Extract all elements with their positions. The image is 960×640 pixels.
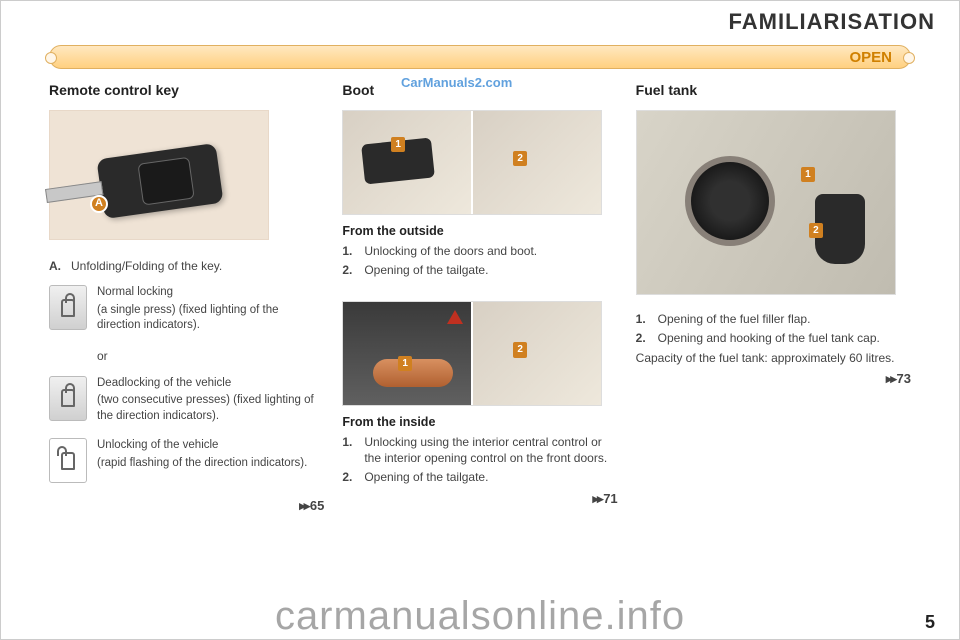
image-remote-key: A: [49, 110, 269, 240]
deadlocking-detail: (two consecutive presses) (fixed lightin…: [97, 394, 314, 422]
col-fuel-tank: Fuel tank 1 2 1. Opening of the fuel fil…: [636, 81, 911, 619]
normal-locking-lead: Normal locking: [97, 285, 324, 301]
row-normal-locking: Normal locking (a single press) (fixed l…: [49, 285, 324, 334]
columns: Remote control key A A. Unfolding/Foldin…: [49, 81, 911, 619]
fuel-1: 1. Opening of the fuel filler flap.: [636, 311, 911, 327]
section-label: OPEN: [849, 49, 892, 66]
key-illustration: [96, 143, 223, 219]
arrow-1b-icon: 1: [398, 356, 412, 372]
col2-title: Boot: [342, 81, 617, 100]
arrow-2b-icon: 2: [513, 342, 527, 358]
item-a-text: Unfolding/Folding of the key.: [71, 258, 222, 274]
item-a-letter: A.: [49, 258, 71, 274]
col1-title: Remote control key: [49, 81, 324, 100]
deadlock-icon: [49, 376, 87, 421]
outside-heading: From the outside: [342, 223, 617, 240]
image-boot-inside: 1 2: [342, 301, 602, 406]
col-boot: Boot 1 2 From the outside 1. Unlocking o…: [342, 81, 617, 619]
unlocking-lead: Unlocking of the vehicle: [97, 438, 324, 454]
page-number: 5: [925, 612, 935, 633]
arrow-2-icon: 2: [513, 151, 527, 167]
row-deadlocking: Deadlocking of the vehicle (two consecut…: [49, 376, 324, 425]
inside-1: 1. Unlocking using the interior central …: [342, 434, 617, 466]
inside-heading: From the inside: [342, 414, 617, 431]
item-a: A. Unfolding/Folding of the key.: [49, 258, 324, 274]
arrow-f1-icon: 1: [801, 167, 815, 183]
image-fuel-tank: 1 2: [636, 110, 896, 295]
col1-page-ref: 65: [49, 497, 324, 515]
capacity-text: Capacity of the fuel tank: approximately…: [636, 350, 911, 366]
unlocking-detail: (rapid flashing of the direction indicat…: [97, 457, 307, 469]
lock-icon: [49, 285, 87, 330]
outside-2: 2. Opening of the tailgate.: [342, 262, 617, 278]
col3-page-ref: 73: [636, 370, 911, 388]
section-bar: OPEN: [49, 45, 911, 69]
col2-page-ref: 71: [342, 490, 617, 508]
unlock-icon: [49, 438, 87, 483]
arrow-f2-icon: 2: [809, 223, 823, 239]
fuel-2: 2. Opening and hooking of the fuel tank …: [636, 330, 911, 346]
inside-2: 2. Opening of the tailgate.: [342, 469, 617, 485]
image-boot-outside: 1 2: [342, 110, 602, 215]
deadlocking-lead: Deadlocking of the vehicle: [97, 376, 324, 392]
badge-a: A: [90, 195, 108, 213]
col3-title: Fuel tank: [636, 81, 911, 100]
or-text: or: [49, 348, 324, 364]
outside-1: 1. Unlocking of the doors and boot.: [342, 243, 617, 259]
arrow-1-icon: 1: [391, 137, 405, 153]
normal-locking-detail: (a single press) (fixed lighting of the …: [97, 304, 279, 332]
manual-page: FAMILIARISATION OPEN CarManuals2.com Rem…: [0, 0, 960, 640]
row-unlocking: Unlocking of the vehicle (rapid flashing…: [49, 438, 324, 483]
chapter-title: FAMILIARISATION: [729, 9, 935, 35]
col-remote-key: Remote control key A A. Unfolding/Foldin…: [49, 81, 324, 619]
